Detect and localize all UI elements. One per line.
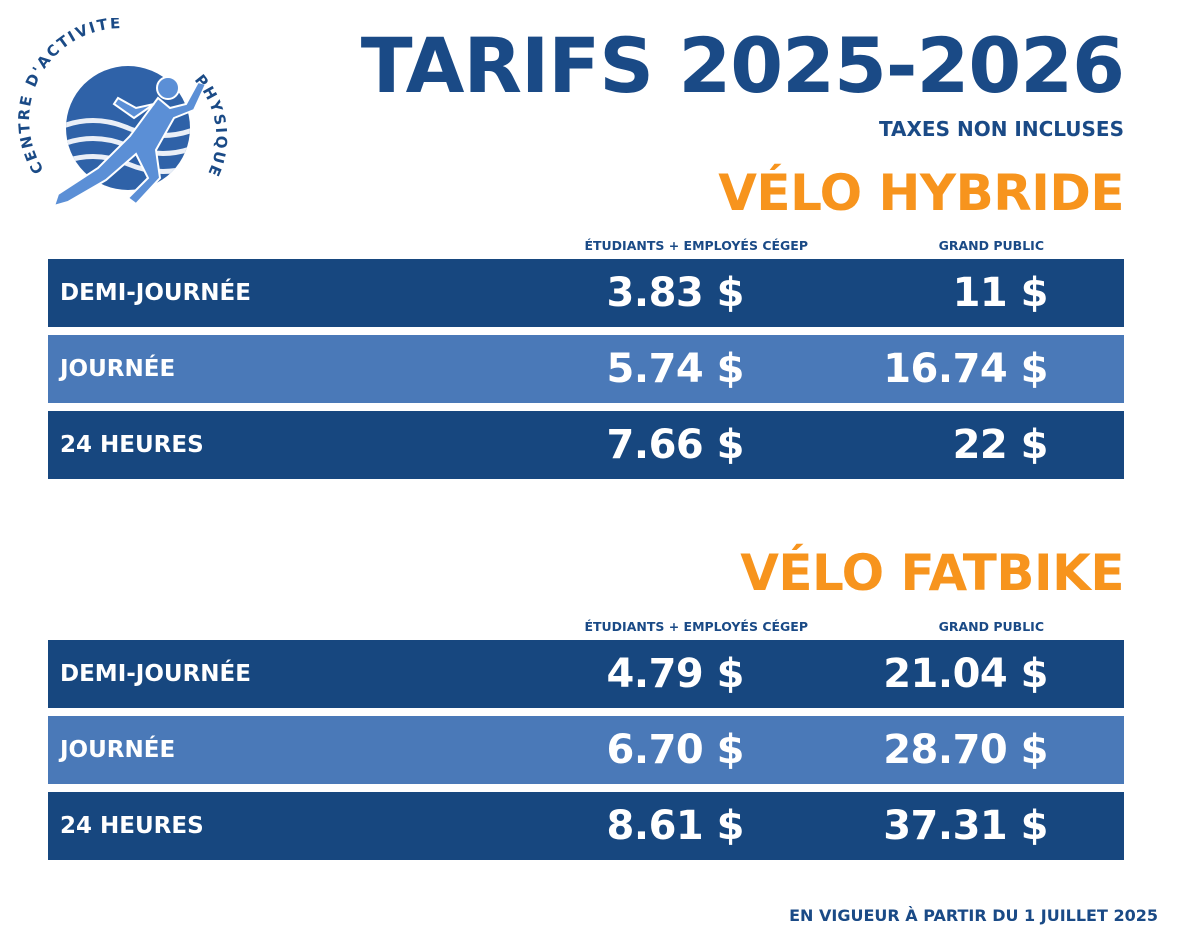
duration-label: JOURNÉE bbox=[60, 356, 176, 382]
price-students: 6.70 $ bbox=[606, 727, 745, 773]
price-students: 5.74 $ bbox=[606, 346, 745, 392]
column-header-students: ÉTUDIANTS + EMPLOYÉS CÉGEP bbox=[584, 238, 808, 253]
duration-label: 24 HEURES bbox=[60, 813, 204, 839]
effective-date-note: EN VIGUEUR À PARTIR DU 1 JUILLET 2025 bbox=[789, 906, 1158, 925]
price-students: 7.66 $ bbox=[606, 422, 745, 468]
duration-label: JOURNÉE bbox=[60, 737, 176, 763]
price-students: 3.83 $ bbox=[606, 270, 745, 316]
price-public: 11 $ bbox=[952, 270, 1049, 316]
section-title: VÉLO FATBIKE bbox=[740, 544, 1124, 602]
price-row: DEMI-JOURNÉE 3.83 $ 11 $ bbox=[48, 259, 1124, 327]
duration-label: DEMI-JOURNÉE bbox=[60, 661, 251, 687]
price-public: 28.70 $ bbox=[883, 727, 1048, 773]
price-public: 21.04 $ bbox=[883, 651, 1048, 697]
price-public: 22 $ bbox=[952, 422, 1049, 468]
duration-label: 24 HEURES bbox=[60, 432, 204, 458]
centre-activite-physique-logo: CENTRE D'ACTIVITÉ PHYSIQUE bbox=[18, 18, 231, 208]
page-title: TARIFS 2025-2026 bbox=[360, 21, 1125, 110]
price-students: 4.79 $ bbox=[606, 651, 745, 697]
svg-text:PHYSIQUE: PHYSIQUE bbox=[191, 71, 231, 181]
price-row: JOURNÉE 5.74 $ 16.74 $ bbox=[48, 335, 1124, 403]
price-row: DEMI-JOURNÉE 4.79 $ 21.04 $ bbox=[48, 640, 1124, 708]
column-header-public: GRAND PUBLIC bbox=[938, 238, 1044, 253]
duration-label: DEMI-JOURNÉE bbox=[60, 280, 251, 306]
column-header-students: ÉTUDIANTS + EMPLOYÉS CÉGEP bbox=[584, 619, 808, 634]
price-students: 8.61 $ bbox=[606, 803, 745, 849]
price-row: 24 HEURES 7.66 $ 22 $ bbox=[48, 411, 1124, 479]
price-row: JOURNÉE 6.70 $ 28.70 $ bbox=[48, 716, 1124, 784]
price-public: 16.74 $ bbox=[883, 346, 1048, 392]
section-title: VÉLO HYBRIDE bbox=[718, 164, 1124, 222]
column-header-public: GRAND PUBLIC bbox=[938, 619, 1044, 634]
page-subtitle: TAXES NON INCLUSES bbox=[878, 117, 1124, 141]
price-public: 37.31 $ bbox=[883, 803, 1048, 849]
price-row: 24 HEURES 8.61 $ 37.31 $ bbox=[48, 792, 1124, 860]
logo-arc-text-right: PHYSIQUE bbox=[191, 71, 229, 181]
